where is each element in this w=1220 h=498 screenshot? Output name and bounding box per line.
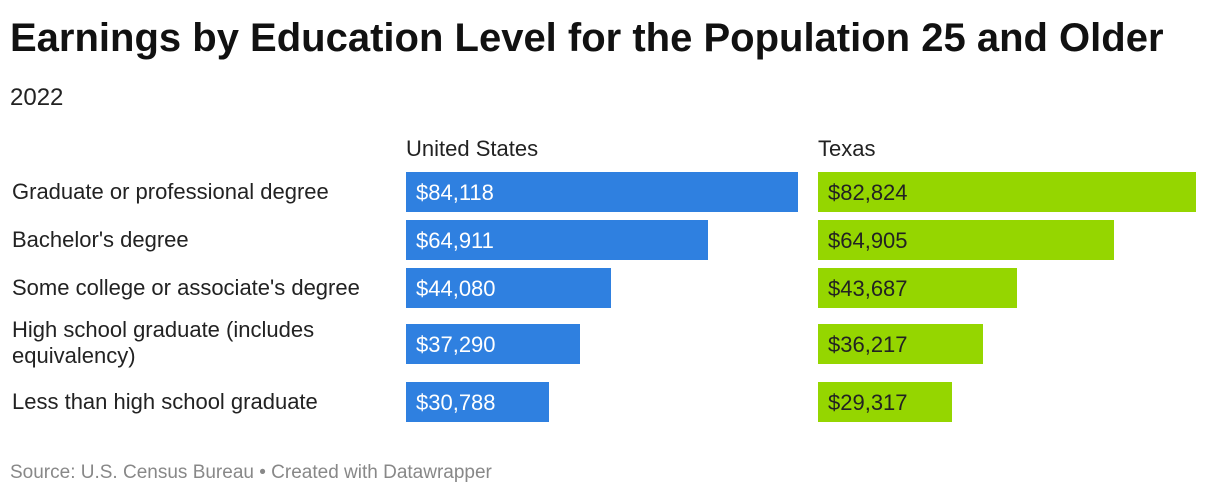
- bar-united-states-2: [406, 268, 611, 308]
- bar-united-states-4: [406, 382, 549, 422]
- bar-texas-0: [818, 172, 1196, 212]
- chart-title: Earnings by Education Level for the Popu…: [10, 16, 1164, 60]
- data-label-united-states-4: $30,788: [416, 390, 496, 415]
- data-label-texas-3: $36,217: [828, 332, 908, 357]
- data-label-texas-2: $43,687: [828, 276, 908, 301]
- bar-texas-3: [818, 324, 983, 364]
- bar-texas-4: [818, 382, 952, 422]
- data-label-united-states-2: $44,080: [416, 276, 496, 301]
- bar-united-states-0: [406, 172, 798, 212]
- category-label-graduate: Graduate or professional degree: [12, 179, 329, 204]
- bar-united-states-1: [406, 220, 708, 260]
- category-label-bachelors: Bachelor's degree: [12, 227, 189, 252]
- panel-title-united-states: United States: [406, 136, 539, 161]
- panel-title-texas: Texas: [818, 136, 876, 161]
- bar-texas-1: [818, 220, 1114, 260]
- category-label-some-college: Some college or associate's degree: [12, 275, 360, 300]
- bar-united-states-3: [406, 324, 580, 364]
- category-label-less-than-high-school: Less than high school graduate: [12, 389, 318, 414]
- chart-subtitle: 2022: [10, 84, 64, 111]
- data-label-united-states-0: $84,118: [416, 180, 494, 205]
- data-label-texas-0: $82,824: [828, 180, 908, 205]
- category-label-high-school: High school graduate (includes equivalen…: [12, 317, 315, 368]
- bar-texas-2: [818, 268, 1017, 308]
- data-label-texas-1: $64,905: [828, 228, 908, 253]
- data-label-united-states-3: $37,290: [416, 332, 496, 357]
- source-footer: Source: U.S. Census Bureau • Created wit…: [10, 462, 492, 483]
- data-label-texas-4: $29,317: [828, 390, 908, 415]
- data-label-united-states-1: $64,911: [416, 228, 494, 253]
